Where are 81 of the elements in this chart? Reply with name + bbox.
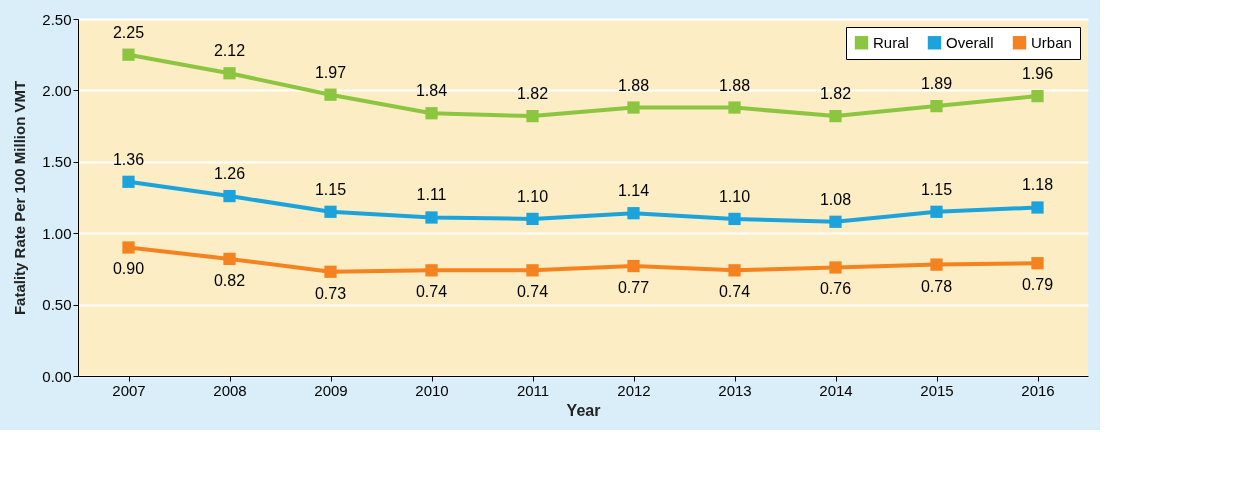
point (627, 207, 640, 220)
data-label: 0.74 (718, 283, 751, 301)
x-tick-label: 2013 (718, 381, 752, 399)
point (425, 264, 438, 277)
point (627, 101, 640, 114)
y-tick-label: 1.50 (42, 153, 72, 171)
x-tick-label: 2014 (819, 381, 853, 399)
data-label: 0.90 (112, 260, 145, 278)
data-label: 1.82 (516, 85, 549, 103)
legend-label: Urban (1031, 33, 1072, 51)
data-label: 1.15 (920, 180, 953, 198)
point (223, 189, 236, 203)
point (829, 215, 842, 228)
x-tick-label: 2016 (1021, 381, 1055, 399)
point (526, 264, 539, 277)
legend-label: Overall (946, 33, 994, 51)
point (930, 99, 943, 113)
point (425, 211, 438, 224)
data-label: 1.96 (1021, 65, 1054, 83)
point (728, 264, 741, 277)
y-axis-title: Fatality Rate Per 100 Million VMT (11, 80, 29, 316)
point (526, 109, 539, 123)
data-label: 1.82 (819, 85, 852, 103)
y-tick-label: 1.00 (42, 224, 72, 242)
data-label: 1.08 (819, 190, 852, 208)
point (526, 212, 539, 226)
data-label: 0.82 (213, 271, 246, 289)
point (930, 258, 943, 271)
data-label: 1.10 (718, 187, 751, 205)
point (425, 107, 438, 120)
data-label: 0.74 (415, 283, 448, 301)
point (324, 265, 337, 278)
point (1031, 257, 1044, 270)
x-tick-label: 2010 (415, 381, 449, 399)
y-tick-label: 0.50 (42, 296, 72, 314)
data-label: 0.77 (617, 279, 650, 297)
point (122, 48, 135, 61)
legend-label: Rural (873, 33, 909, 51)
data-label: 1.89 (920, 75, 953, 93)
data-label: 1.10 (516, 187, 549, 205)
point (122, 175, 135, 188)
point (930, 205, 943, 218)
data-label: 1.14 (617, 182, 650, 200)
point (728, 212, 741, 226)
x-tick-label: 2008 (213, 381, 247, 399)
point (122, 241, 135, 254)
x-tick-label: 2009 (314, 381, 348, 399)
data-label: 2.25 (112, 23, 145, 41)
x-tick-label: 2015 (920, 381, 954, 399)
data-label: 0.73 (314, 284, 347, 302)
data-label: 1.18 (1021, 176, 1054, 194)
x-tick-label: 2011 (516, 381, 550, 399)
point (1031, 89, 1044, 103)
x-tick-label: 2007 (112, 381, 146, 399)
data-label: 2.12 (213, 42, 246, 60)
point (223, 67, 236, 80)
y-tick-label: 0.00 (42, 367, 72, 385)
data-label: 0.74 (516, 283, 549, 301)
data-label: 1.36 (112, 150, 145, 168)
point (223, 252, 236, 266)
point (728, 101, 741, 114)
y-tick-label: 2.00 (42, 81, 72, 99)
data-label: 0.76 (819, 280, 852, 298)
x-tick-label: 2012 (617, 381, 651, 399)
data-label: 1.88 (617, 76, 650, 94)
point (829, 261, 842, 274)
point (627, 259, 640, 273)
data-label: 1.11 (416, 186, 447, 204)
point (324, 88, 337, 101)
point (829, 109, 842, 123)
data-label: 1.97 (314, 63, 347, 81)
x-axis-title: Year (566, 401, 601, 419)
data-label: 0.78 (920, 277, 953, 295)
data-label: 1.84 (415, 82, 448, 100)
point (324, 205, 337, 218)
point (1031, 201, 1044, 214)
data-label: 0.79 (1021, 276, 1054, 294)
data-label: 1.15 (314, 180, 347, 198)
y-tick-label: 2.50 (42, 10, 72, 28)
data-label: 1.26 (213, 165, 246, 183)
data-label: 1.88 (718, 76, 751, 94)
